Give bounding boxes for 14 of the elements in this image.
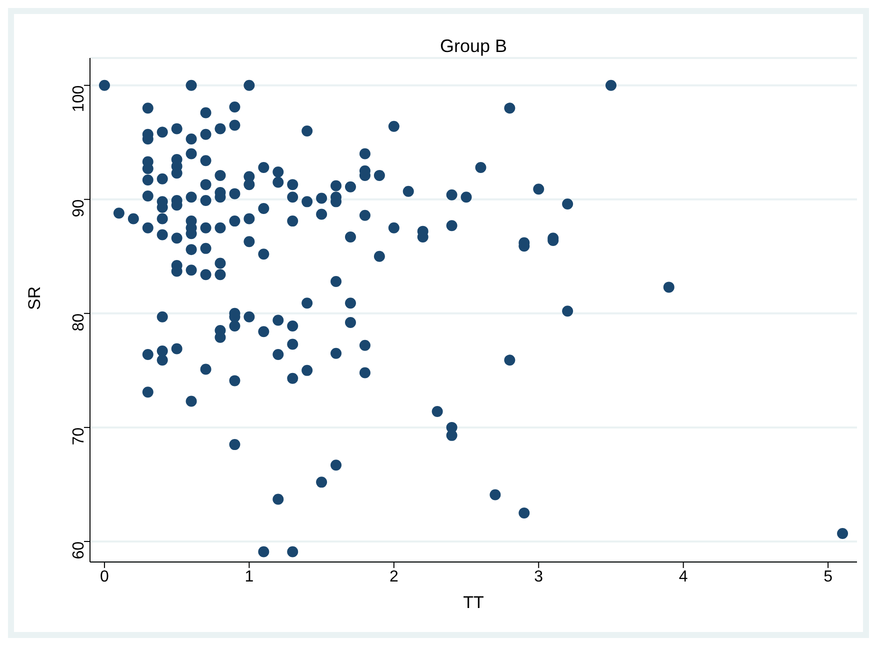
x-axis-title: TT (463, 593, 484, 612)
x-tick-label: 3 (534, 568, 544, 586)
y-tick-label: 60 (70, 541, 88, 560)
x-tick-label: 4 (678, 568, 688, 586)
x-tick-label: 1 (244, 568, 254, 586)
y-tick-label: 80 (70, 313, 88, 332)
chart-title: Group B (438, 36, 508, 57)
x-tick-label: 5 (824, 568, 833, 586)
x-tick-label: 0 (100, 568, 110, 586)
y-axis-title: SR (25, 286, 44, 310)
y-tick-label: 100 (70, 85, 88, 112)
y-tick-label: 90 (70, 199, 88, 218)
x-tick-label: 2 (389, 568, 398, 586)
y-tick-label: 70 (70, 427, 88, 446)
